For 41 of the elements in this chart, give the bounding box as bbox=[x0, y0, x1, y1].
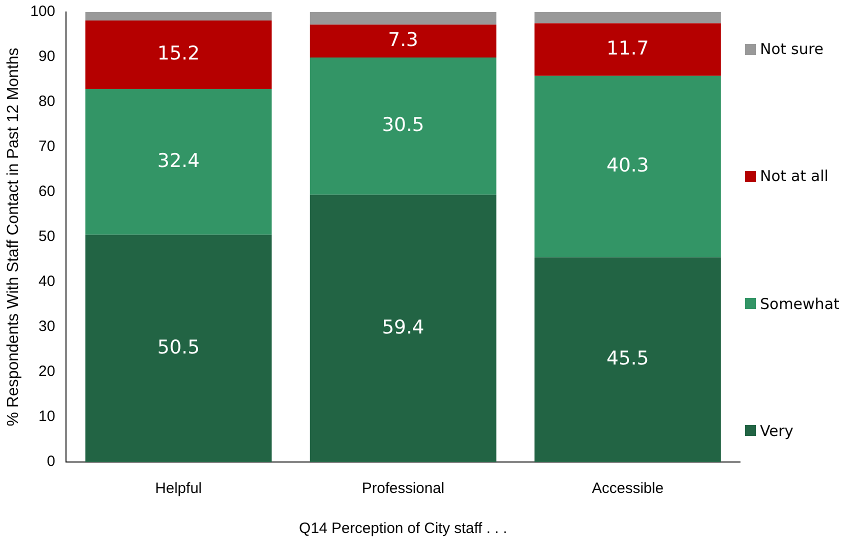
y-tick-label: 80 bbox=[38, 93, 56, 110]
bar bbox=[85, 234, 272, 462]
data-label: 32.4 bbox=[157, 150, 200, 172]
bar bbox=[85, 12, 272, 21]
legend-label: Very bbox=[760, 422, 794, 440]
y-tick-label: 100 bbox=[30, 3, 56, 20]
data-label: 11.7 bbox=[606, 38, 649, 60]
data-label: 45.5 bbox=[606, 348, 649, 370]
y-axis-title: % Respondents With Staff Contact in Past 12 Months bbox=[5, 48, 22, 426]
bar bbox=[310, 57, 496, 195]
x-tick-label: Professional bbox=[362, 480, 444, 498]
data-label: 50.5 bbox=[157, 336, 200, 358]
bar bbox=[310, 194, 496, 462]
data-label: 40.3 bbox=[606, 154, 649, 177]
y-tick-label: 50 bbox=[38, 228, 56, 246]
y-tick-label: 70 bbox=[38, 138, 56, 156]
y-tick-label: 20 bbox=[38, 363, 56, 380]
x-tick-label: Helpful bbox=[155, 480, 202, 498]
bar bbox=[534, 23, 721, 76]
legend-label: Not sure bbox=[760, 40, 824, 58]
bar bbox=[310, 12, 496, 25]
data-label: 30.5 bbox=[382, 114, 424, 136]
y-tick-label: 0 bbox=[46, 453, 56, 470]
y-tick-label: 90 bbox=[38, 48, 56, 66]
bar bbox=[85, 88, 272, 235]
x-axis-title: Q14 Perception of City staff . . . bbox=[299, 520, 508, 538]
data-label: 15.2 bbox=[157, 42, 200, 65]
legend-label: Somewhat bbox=[760, 294, 840, 313]
x-tick-label: Accessible bbox=[592, 480, 664, 498]
bar bbox=[534, 76, 721, 258]
y-tick-label: 10 bbox=[38, 408, 56, 426]
y-tick-label: 40 bbox=[38, 273, 56, 290]
y-tick-label: 60 bbox=[38, 183, 56, 200]
legend-label: Not at all bbox=[760, 167, 828, 186]
y-tick-label: 30 bbox=[38, 318, 56, 336]
data-label: 7.3 bbox=[388, 28, 418, 51]
bar bbox=[85, 20, 272, 89]
bar bbox=[534, 12, 721, 24]
bar bbox=[310, 24, 496, 58]
data-label: 59.4 bbox=[382, 316, 424, 338]
bar bbox=[534, 257, 721, 462]
